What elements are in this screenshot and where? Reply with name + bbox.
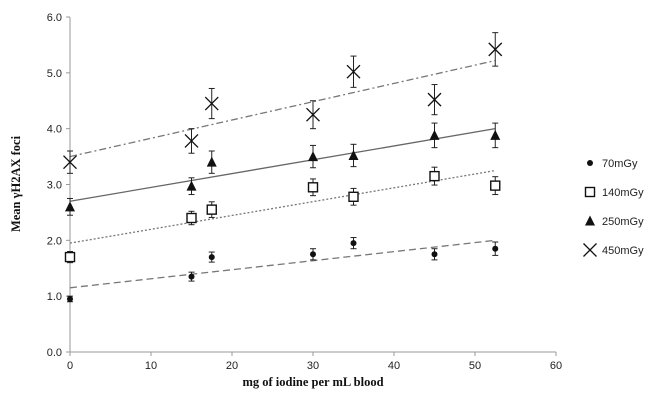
data-point-450mgy xyxy=(184,133,199,148)
data-point-450mgy xyxy=(63,155,77,170)
data-point-140mgy xyxy=(186,212,197,224)
data-point-250mgy xyxy=(490,129,501,140)
data-markers xyxy=(63,42,503,302)
data-point-250mgy xyxy=(348,149,359,160)
x-tick-label: 60 xyxy=(550,360,562,372)
data-point-450mgy xyxy=(346,64,361,79)
x-tick-label: 40 xyxy=(388,360,400,372)
data-point-140mgy xyxy=(64,251,76,263)
y-tick-label: 5.0 xyxy=(47,68,62,80)
data-point-70mgy xyxy=(188,273,195,280)
legend-marker-250mgy xyxy=(585,215,595,226)
trendline-250mgy xyxy=(69,128,496,202)
y-tick-label: 4.0 xyxy=(47,124,62,136)
cross-stroke xyxy=(427,92,442,107)
data-point-250mgy xyxy=(429,129,440,140)
data-point-140mgy xyxy=(429,170,440,182)
trendlines xyxy=(69,59,496,289)
x-tick-label: 0 xyxy=(67,360,73,372)
data-point-70mgy xyxy=(350,240,357,247)
axes: 0.0 1.0 2.0 3.0 4.0 5.0 6.0 0 10 20 30 40 50 60 xyxy=(47,12,562,372)
trendline-70mgy xyxy=(69,239,496,289)
legend-marker-70mgy xyxy=(587,160,593,166)
cross-stroke xyxy=(306,107,320,122)
data-point-450mgy xyxy=(488,42,503,57)
data-point-140mgy xyxy=(490,180,501,191)
legend-marker-140mgy xyxy=(584,186,596,198)
trendline-450mgy xyxy=(69,59,496,158)
data-point-250mgy xyxy=(308,151,318,162)
y-tick-label: 6.0 xyxy=(47,12,62,24)
cross-stroke xyxy=(488,42,503,57)
data-point-140mgy xyxy=(206,204,217,215)
y-tick-label: 0.0 xyxy=(47,347,62,359)
data-point-70mgy xyxy=(492,245,499,252)
data-point-140mgy xyxy=(348,191,359,202)
cross-stroke xyxy=(63,155,77,170)
legend-label-450mgy: 450mGy xyxy=(602,245,644,257)
data-point-450mgy xyxy=(204,96,219,111)
x-tick-label: 10 xyxy=(145,360,157,372)
y-axis-title: Mean γH2AX foci xyxy=(9,135,23,232)
data-point-70mgy xyxy=(431,251,438,258)
data-point-450mgy xyxy=(306,107,320,122)
y-tick-label: 1.0 xyxy=(47,291,62,303)
x-tick-label: 50 xyxy=(469,360,481,372)
data-point-250mgy xyxy=(65,201,75,212)
cross-stroke xyxy=(346,64,361,79)
cross-stroke xyxy=(204,96,219,111)
x-tick-label: 30 xyxy=(307,360,319,372)
legend-label-70mgy: 70mGy xyxy=(602,158,638,170)
y-tick-label: 3.0 xyxy=(47,180,62,192)
cross-stroke xyxy=(184,133,199,148)
y-tick-label: 2.0 xyxy=(47,235,62,247)
legend-marker-450mgy xyxy=(583,243,597,257)
data-point-140mgy xyxy=(307,182,319,193)
data-point-250mgy xyxy=(206,156,217,167)
data-point-70mgy xyxy=(67,295,73,302)
data-point-250mgy xyxy=(186,180,197,191)
legend-label-140mgy: 140mGy xyxy=(602,187,644,199)
x-axis-title: mg of iodine per mL blood xyxy=(242,375,383,389)
legend-label-250mgy: 250mGy xyxy=(602,216,644,228)
data-point-450mgy xyxy=(427,92,442,107)
trendline-140mgy xyxy=(69,169,496,244)
x-tick-label: 20 xyxy=(226,360,238,372)
cross-stroke xyxy=(583,243,597,257)
error-bars xyxy=(67,32,499,303)
data-point-70mgy xyxy=(310,251,316,258)
data-point-70mgy xyxy=(208,254,215,261)
legend: 70mGy 140mGy 250mGy 450mGy xyxy=(583,158,644,257)
